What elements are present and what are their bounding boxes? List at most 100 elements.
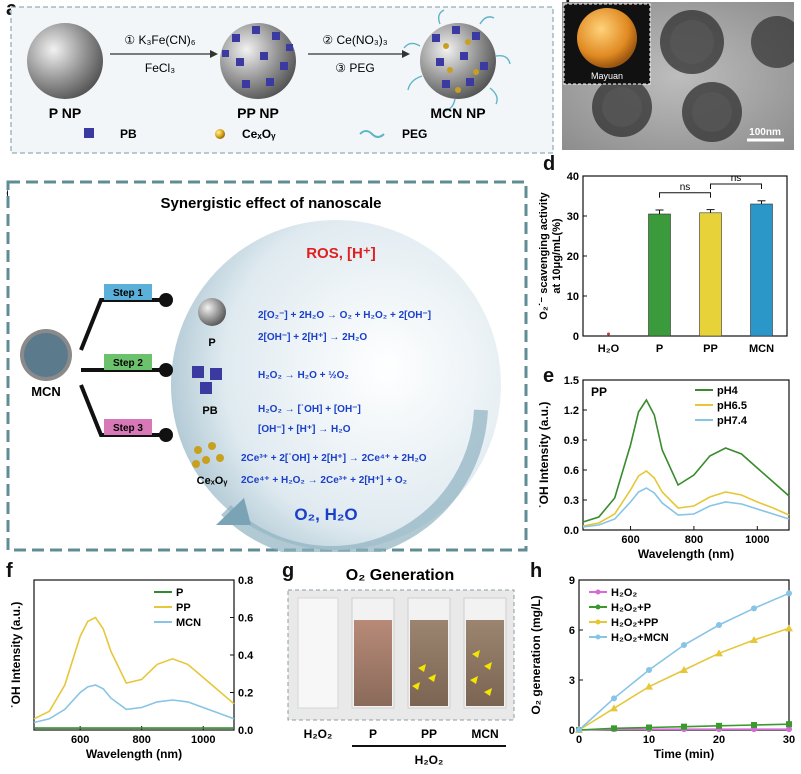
bottom-arc — [221, 409, 488, 552]
data-point — [785, 624, 793, 632]
reaction-equations: 2[O₂⁻] + 2H₂O → O₂ + H₂O₂ + 2[OH⁻] 2[OH⁻… — [241, 310, 431, 486]
peg-chains — [403, 9, 511, 112]
legend-label: MCN — [176, 617, 201, 629]
agent-ceo-label: CeₓOᵧ — [197, 475, 229, 487]
significance-bracket — [710, 183, 762, 189]
panel-label-g: g — [282, 560, 295, 582]
mcn-label: MCN — [31, 384, 61, 399]
x-tick-label: 1000 — [191, 734, 215, 746]
significance-label: ns — [731, 173, 742, 184]
x-axis-label: Wavelength (nm) — [86, 747, 182, 761]
data-point — [611, 725, 617, 732]
agent-ceo-icon — [192, 442, 224, 468]
legend-label: H₂O₂+PP — [611, 617, 658, 629]
x-tick-label: 0 — [576, 734, 582, 746]
series-line — [582, 487, 790, 528]
step3-reagent: ③ PEG — [335, 61, 374, 75]
y-axis-label: ˙OH Intensity (a.u.) — [9, 602, 23, 709]
x-tick-label: 30 — [783, 734, 795, 746]
data-point — [751, 722, 757, 728]
step3-label: Step 3 — [113, 423, 143, 434]
x-tick-label: MCN — [749, 343, 774, 355]
vial-h2o2 — [297, 597, 339, 709]
p-np-sphere — [27, 23, 103, 99]
y-tick-label: 0 — [573, 331, 579, 343]
data-point — [646, 667, 652, 673]
legend-label: H₂O₂+P — [611, 602, 651, 614]
vial-label-mcn: MCN — [471, 727, 498, 741]
reaction-1: 2[O₂⁻] + 2H₂O → O₂ + H₂O₂ + 2[OH⁻] — [258, 310, 431, 321]
data-point — [751, 605, 757, 612]
ros-label: ROS, [H⁺] — [306, 245, 376, 262]
panel-c-title: Synergistic effect of nanoscale — [161, 195, 382, 212]
series-line — [33, 684, 235, 724]
data-point — [716, 722, 722, 729]
data-point — [786, 726, 792, 733]
plot-frame — [582, 379, 790, 531]
data-point — [786, 590, 792, 597]
ceo-legend-label: CeₓOᵧ — [242, 127, 276, 141]
reaction-5: [OH⁻] + [H⁺] → H₂O — [258, 424, 351, 435]
bar — [648, 213, 671, 337]
agent-pb-label: PB — [202, 405, 217, 417]
y-tick-label: 0.2 — [238, 688, 253, 700]
y-tick-label: 3 — [569, 675, 575, 687]
agent-p-icon — [198, 298, 226, 326]
series-line — [582, 398, 790, 523]
series-line — [33, 616, 235, 720]
step1-reagent-2: FeCl₃ — [145, 61, 175, 75]
step2-label: Step 2 — [113, 358, 143, 369]
vial-label-p: P — [369, 727, 377, 741]
y-axis-label: O₂ generation (mg/L) — [529, 595, 543, 714]
step2-reagent: ② Ce(NO₃)₃ — [322, 33, 387, 47]
vial-mcn — [466, 620, 504, 706]
y-tick-label: 6 — [569, 625, 575, 637]
step1-tag — [104, 284, 152, 300]
x-tick-label: 600 — [71, 734, 89, 746]
scale-bar-label: 100nm — [749, 127, 781, 138]
panel-b-tem-image: Mayuan 100nm — [562, 2, 794, 150]
legend-marker — [595, 634, 601, 640]
x-tick-label: 800 — [685, 534, 703, 546]
legend-label: pH4 — [717, 385, 739, 397]
data-point — [680, 666, 688, 673]
y-tick-label: 40 — [567, 171, 579, 183]
pp-np-label: PP NP — [237, 105, 279, 121]
panel-a-schematic: P NP PP NP MCN NP ① K₃Fe(CN)₆ FeCl₃ ② Ce… — [10, 6, 554, 154]
y-tick-label: 0.6 — [564, 465, 579, 477]
reaction-7: 2Ce⁴⁺ + H₂O₂ → 2Ce³⁺ + 2[H⁺] + O₂ — [241, 475, 407, 486]
bar — [607, 332, 610, 336]
y-axis-label: ˙OH Intensity (a.u.) — [537, 402, 551, 509]
y-tick-label: 0.0 — [564, 525, 579, 537]
pp-np-sphere — [220, 23, 296, 99]
x-tick-label: 800 — [133, 734, 151, 746]
agent-pb-icon — [192, 366, 222, 394]
y-tick-label: 10 — [567, 291, 579, 303]
mcn-pb-cubes — [432, 26, 488, 88]
reaction-2: 2[OH⁻] + 2[H⁺] → 2H₂O — [258, 332, 367, 343]
reaction-6: 2Ce³⁺ + 2[˙OH] + 2[H⁺] → 2Ce⁴⁺ + 2H₂O — [241, 453, 427, 464]
vial-label-pp: PP — [421, 727, 437, 741]
x-tick-label: PP — [703, 343, 718, 355]
panel-c-mechanism: Synergistic effect of nanoscale ROS, [H⁺… — [6, 180, 528, 552]
pb-cubes — [222, 26, 293, 88]
step1-label: Step 1 — [113, 288, 143, 299]
data-point — [610, 704, 618, 712]
data-point — [576, 727, 582, 733]
panel-g-vials: O₂ Generation H₂O₂ P PP MCN H₂O₂ — [287, 567, 515, 767]
y-tick-label: 0.3 — [564, 495, 579, 507]
legend-marker — [595, 589, 601, 595]
y-tick-label: 0.9 — [564, 435, 579, 447]
mayuan-fruit — [577, 8, 637, 68]
y-tick-label: 30 — [567, 211, 579, 223]
peg-legend-icon — [359, 130, 385, 138]
reaction-3: H₂O₂ → H₂O + ½O₂ — [258, 370, 349, 381]
reaction-4: H₂O₂ → [˙OH] + [OH⁻] — [258, 404, 361, 415]
bar — [699, 212, 722, 337]
chart-h-o2-generation: 0 10 20 30 0 3 6 9 Time (min) O₂ generation (mg/L… — [529, 575, 795, 761]
x-axis-label: Wavelength (nm) — [638, 547, 734, 561]
legend-marker — [595, 619, 601, 625]
x-tick-label: 10 — [643, 734, 655, 746]
y-tick-label: 0.8 — [238, 575, 253, 587]
chart-e-oh-intensity-ph: 600 800 1000 0.0 0.3 0.6 0.9 1.2 1.5 Wavelength (… — [537, 375, 790, 561]
